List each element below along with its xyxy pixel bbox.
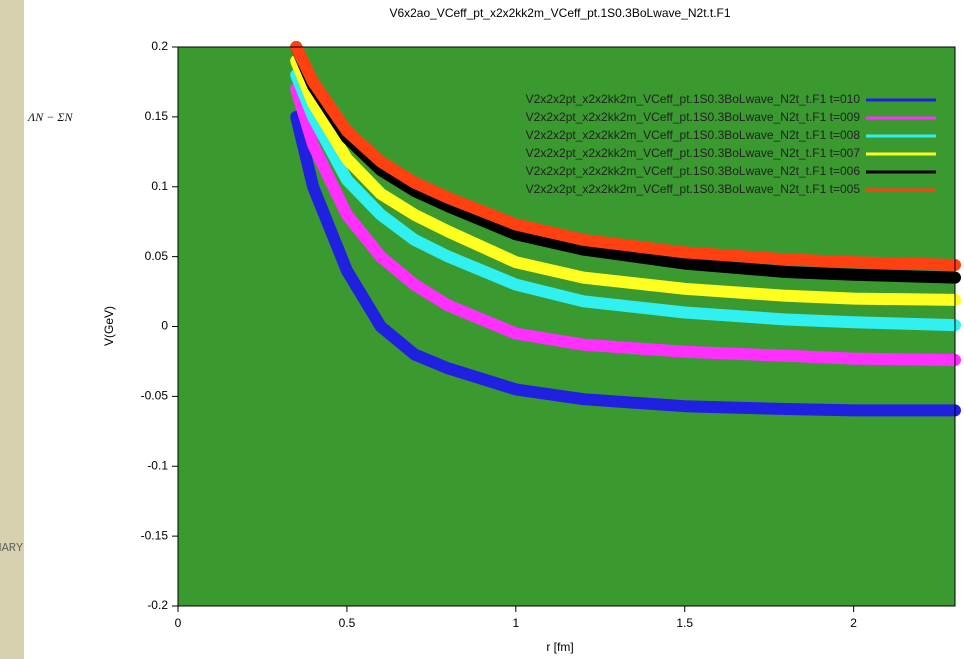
series-line xyxy=(290,110,961,417)
y-tick-label: -0.15 xyxy=(141,528,169,542)
legend-label: V2x2x2pt_x2x2kk2m_VCeff_pt.1S0.3BoLwave_… xyxy=(526,128,861,142)
y-tick-label: -0.1 xyxy=(147,458,168,472)
legend-label: V2x2x2pt_x2x2kk2m_VCeff_pt.1S0.3BoLwave_… xyxy=(526,182,861,196)
series-line xyxy=(290,41,961,271)
y-tick-label: 0.05 xyxy=(145,249,169,263)
legend-label: V2x2x2pt_x2x2kk2m_VCeff_pt.1S0.3BoLwave_… xyxy=(526,92,861,106)
overlay-label: ΛN − ΣN xyxy=(27,110,73,124)
series-line xyxy=(290,82,961,366)
y-tick-label: -0.2 xyxy=(147,598,168,612)
x-tick-label: 2 xyxy=(850,616,857,630)
legend-label: V2x2x2pt_x2x2kk2m_VCeff_pt.1S0.3BoLwave_… xyxy=(526,146,861,160)
x-tick-label: 0.5 xyxy=(339,616,356,630)
x-tick-label: 1.5 xyxy=(676,616,693,630)
x-tick-label: 0 xyxy=(175,616,182,630)
series-line xyxy=(290,69,961,332)
y-tick-label: -0.05 xyxy=(141,389,169,403)
y-axis-label: V(GeV) xyxy=(102,306,116,346)
legend-label: V2x2x2pt_x2x2kk2m_VCeff_pt.1S0.3BoLwave_… xyxy=(526,164,861,178)
y-tick-label: 0.2 xyxy=(151,39,168,53)
y-tick-label: 0 xyxy=(161,319,168,333)
y-tick-label: 0.15 xyxy=(145,109,169,123)
watermark: MINARY xyxy=(0,541,23,555)
chart-title: V6x2ao_VCeff_pt_x2x2kk2m_VCeff_pt.1S0.3B… xyxy=(389,6,730,20)
legend-label: V2x2x2pt_x2x2kk2m_VCeff_pt.1S0.3BoLwave_… xyxy=(526,110,861,124)
x-tick-label: 1 xyxy=(512,616,519,630)
y-tick-label: 0.1 xyxy=(151,179,168,193)
side-strip xyxy=(0,0,24,659)
x-axis-label: r [fm] xyxy=(546,640,573,654)
series-line xyxy=(290,55,961,306)
